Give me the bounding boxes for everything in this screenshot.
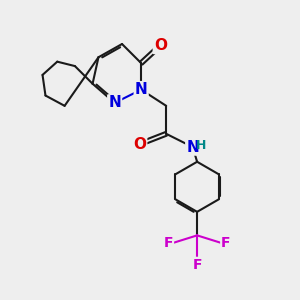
Text: F: F xyxy=(221,236,231,250)
Text: N: N xyxy=(186,140,199,154)
Text: F: F xyxy=(192,258,202,272)
Text: H: H xyxy=(196,139,206,152)
Text: N: N xyxy=(108,95,121,110)
Text: O: O xyxy=(133,136,146,152)
Text: N: N xyxy=(135,82,148,97)
Text: F: F xyxy=(164,236,173,250)
Text: O: O xyxy=(154,38,167,53)
